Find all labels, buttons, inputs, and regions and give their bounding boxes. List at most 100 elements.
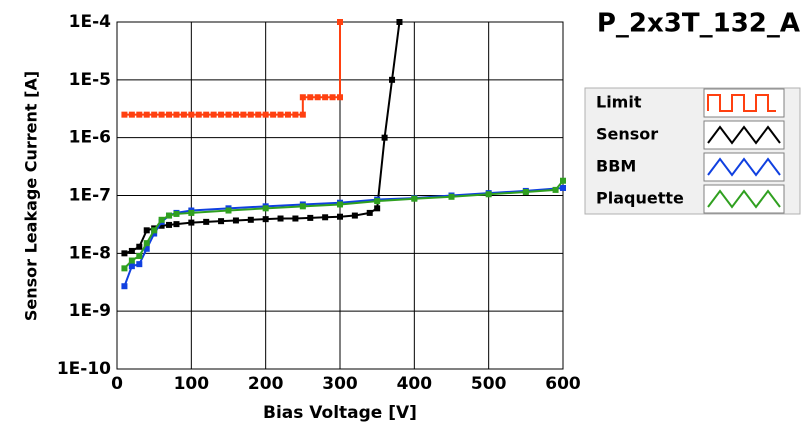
data-point <box>151 230 158 237</box>
legend-swatch-box <box>703 152 785 182</box>
data-point <box>366 209 373 216</box>
data-point <box>158 222 165 229</box>
data-point <box>552 186 559 193</box>
data-point <box>337 19 343 25</box>
y-tick-label: 1E-10 <box>57 359 111 379</box>
data-point <box>121 111 128 118</box>
data-point <box>448 193 455 200</box>
data-point <box>218 111 225 118</box>
data-point <box>128 263 135 270</box>
data-point <box>151 227 158 234</box>
data-point <box>225 111 232 118</box>
data-point <box>322 214 329 221</box>
y-tick-label: 1E-6 <box>69 128 111 148</box>
data-point <box>485 191 492 198</box>
legend-swatch-box <box>703 88 785 118</box>
data-point <box>374 198 381 205</box>
x-axis-label: Bias Voltage [V] <box>263 403 417 423</box>
x-tick-label: 100 <box>174 374 210 394</box>
y-axis-label: Sensor Leakage Current [A] <box>22 71 41 321</box>
data-point <box>247 216 254 223</box>
data-point <box>240 111 247 118</box>
legend-label: Sensor <box>596 125 658 144</box>
data-point <box>389 76 396 83</box>
data-point <box>277 111 284 118</box>
data-point <box>166 221 173 228</box>
data-point <box>307 214 314 221</box>
data-point <box>121 283 128 290</box>
legend-swatch <box>707 125 781 145</box>
data-point <box>136 252 143 259</box>
data-point <box>270 111 277 118</box>
y-tick-label: 1E-7 <box>69 186 111 206</box>
data-point <box>158 111 165 118</box>
data-point <box>322 94 329 101</box>
data-point <box>128 257 135 264</box>
data-point <box>232 217 239 224</box>
legend-swatch <box>707 189 781 209</box>
y-tick-label: 1E-5 <box>69 70 111 90</box>
data-point <box>143 227 150 234</box>
data-point <box>381 134 388 141</box>
data-point <box>337 213 343 220</box>
data-point <box>151 111 158 118</box>
data-point <box>166 111 173 118</box>
data-point <box>136 111 143 118</box>
data-point <box>411 195 418 202</box>
data-point <box>225 207 232 214</box>
x-tick-label: 400 <box>397 374 433 394</box>
data-point <box>560 177 566 184</box>
data-point <box>180 111 187 118</box>
data-point <box>143 111 150 118</box>
data-point <box>522 188 529 195</box>
y-tick-label: 1E-4 <box>69 12 111 32</box>
data-point <box>143 240 150 247</box>
data-point <box>158 216 165 223</box>
data-point <box>210 111 217 118</box>
legend-swatch-box <box>703 120 785 150</box>
data-point <box>292 111 299 118</box>
data-point <box>173 210 180 217</box>
data-point <box>136 261 143 268</box>
data-point <box>232 111 239 118</box>
data-point <box>255 111 262 118</box>
data-point <box>203 111 210 118</box>
data-point <box>299 94 306 101</box>
data-point <box>560 184 566 191</box>
data-point <box>128 111 135 118</box>
data-point <box>337 201 343 208</box>
legend-label: Plaquette <box>596 189 684 208</box>
y-tick-label: 1E-8 <box>69 243 111 263</box>
data-point <box>195 111 202 118</box>
legend-label: Limit <box>596 93 642 112</box>
data-point <box>166 212 173 219</box>
legend-label: BBM <box>596 157 636 176</box>
data-point <box>173 221 180 228</box>
data-point <box>121 250 128 257</box>
data-point <box>374 205 381 212</box>
data-point <box>188 111 195 118</box>
data-point <box>218 218 225 225</box>
data-point <box>329 94 336 101</box>
data-point <box>188 209 195 216</box>
data-point <box>314 94 321 101</box>
x-tick-label: 0 <box>111 374 123 394</box>
x-tick-label: 300 <box>322 374 358 394</box>
data-point <box>143 245 150 252</box>
data-point <box>277 215 284 222</box>
data-point <box>262 111 269 118</box>
data-point <box>173 111 180 118</box>
chart-title: P_2x3T_132_A <box>597 9 800 39</box>
data-point <box>262 205 269 212</box>
data-point <box>128 247 135 254</box>
data-point <box>136 243 143 250</box>
x-tick-label: 500 <box>471 374 507 394</box>
y-tick-label: 1E-9 <box>69 301 111 321</box>
data-point <box>121 265 128 272</box>
legend-swatch-box <box>703 184 785 214</box>
data-point <box>337 94 343 101</box>
data-point <box>292 215 299 222</box>
legend-swatch <box>707 94 776 112</box>
data-point <box>299 203 306 210</box>
